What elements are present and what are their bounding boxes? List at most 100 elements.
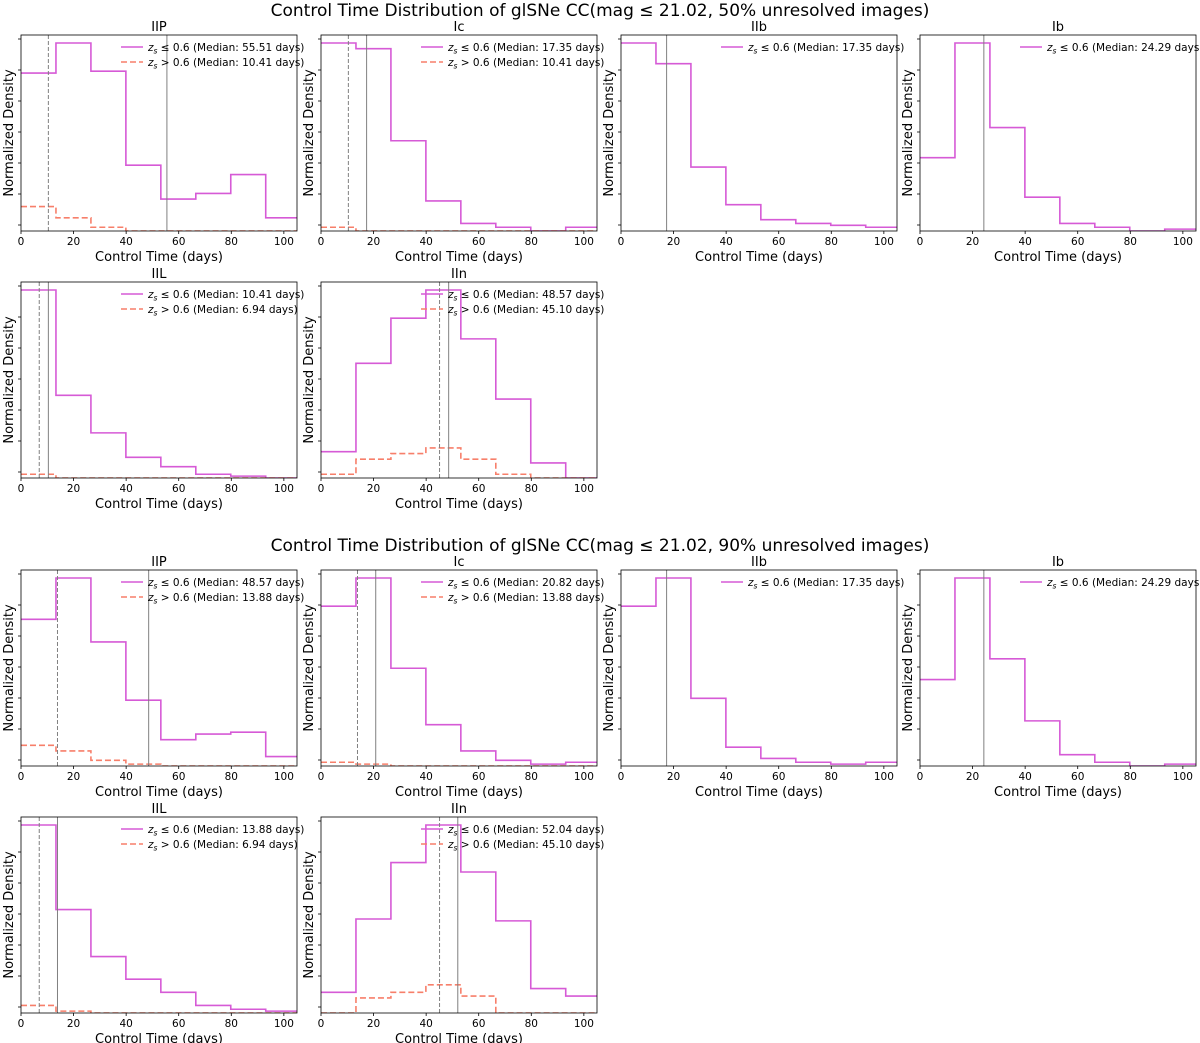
x-tick-label: 0 xyxy=(18,236,25,248)
y-axis-label: Normalized Density xyxy=(302,316,317,444)
plot-area xyxy=(321,35,597,231)
x-axis-label: Control Time (days) xyxy=(95,497,223,512)
plot-frame xyxy=(20,34,298,232)
x-tick-label: 0 xyxy=(318,236,325,248)
x-tick-label: 100 xyxy=(874,771,894,783)
x-tick-label: 0 xyxy=(18,771,25,783)
x-tick-label: 0 xyxy=(917,236,924,248)
hist-high-z xyxy=(21,205,297,231)
x-tick-label: 60 xyxy=(1071,236,1084,248)
x-tick-label: 100 xyxy=(1173,771,1193,783)
subplot-IIP-fig1: 0 20 40 60 80 100 IIP Control Time (days) Normal… xyxy=(2,555,304,800)
x-tick-label: 80 xyxy=(525,771,538,783)
subplot-IIL-fig0: 0 20 40 60 80 100 IIL Control Time (days) Normal… xyxy=(2,267,304,512)
plot-frame xyxy=(919,569,1197,767)
plot-frame xyxy=(320,281,598,479)
hist-low-z xyxy=(621,42,897,229)
x-tick-label: 20 xyxy=(67,483,80,495)
x-axis-label: Control Time (days) xyxy=(395,785,523,800)
hist-low-z xyxy=(21,42,297,219)
subplot-IIn-fig0: 0 20 40 60 80 100 IIn Control Time (days) Normal… xyxy=(302,267,604,512)
hist-low-z xyxy=(21,824,297,1012)
x-tick-label: 100 xyxy=(274,483,294,495)
x-axis-label: Control Time (days) xyxy=(95,1032,223,1043)
subplot-title: IIb xyxy=(751,20,767,35)
legend-label: zs > 0.6 (Median: 6.94 days) xyxy=(147,304,298,318)
legend-label: zs ≤ 0.6 (Median: 52.04 days) xyxy=(447,824,604,838)
x-tick-label: 100 xyxy=(1173,236,1193,248)
x-tick-label: 0 xyxy=(318,1018,325,1030)
subplot-title: IIL xyxy=(152,802,168,817)
plot-frame xyxy=(320,34,598,232)
plot-frame xyxy=(620,569,898,767)
y-axis-label: Normalized Density xyxy=(901,604,916,732)
x-tick-label: 80 xyxy=(225,236,238,248)
subplot-Ic-fig0: 0 20 40 60 80 100 Ic Control Time (days) Normali… xyxy=(302,20,604,265)
legend-label: zs ≤ 0.6 (Median: 17.35 days) xyxy=(447,42,604,56)
x-tick-label: 20 xyxy=(667,236,680,248)
legend-label: zs ≤ 0.6 (Median: 48.57 days) xyxy=(447,289,604,303)
x-tick-label: 80 xyxy=(525,1018,538,1030)
x-tick-label: 100 xyxy=(274,236,294,248)
y-axis-label: Normalized Density xyxy=(901,69,916,197)
plot-frame xyxy=(20,281,298,479)
subplot-title: Ib xyxy=(1052,555,1064,570)
x-axis-label: Control Time (days) xyxy=(695,250,823,265)
y-axis-label: Normalized Density xyxy=(302,69,317,197)
x-tick-label: 80 xyxy=(1124,236,1137,248)
x-tick-label: 0 xyxy=(318,483,325,495)
x-tick-label: 80 xyxy=(1124,771,1137,783)
hist-low-z xyxy=(321,42,597,231)
legend-label: zs ≤ 0.6 (Median: 24.29 days) xyxy=(1046,42,1200,56)
hist-low-z xyxy=(920,577,1196,766)
x-axis-label: Control Time (days) xyxy=(994,785,1122,800)
x-tick-label: 60 xyxy=(772,771,785,783)
x-tick-label: 80 xyxy=(525,236,538,248)
plot-area xyxy=(321,282,597,478)
x-tick-label: 60 xyxy=(472,1018,485,1030)
legend-label: zs ≤ 0.6 (Median: 20.82 days) xyxy=(447,577,604,591)
plot-area xyxy=(21,282,297,478)
x-axis-label: Control Time (days) xyxy=(395,250,523,265)
x-axis-label: Control Time (days) xyxy=(994,250,1122,265)
legend-label: zs ≤ 0.6 (Median: 17.35 days) xyxy=(747,42,904,56)
hist-low-z xyxy=(621,577,897,765)
hist-high-z xyxy=(21,473,297,478)
subplot-Ib-fig0: 0 20 40 60 80 100 Ib Control Time (days) Normali… xyxy=(901,20,1200,265)
y-axis-label: Normalized Density xyxy=(302,604,317,732)
legend-label: zs ≤ 0.6 (Median: 48.57 days) xyxy=(147,577,304,591)
x-tick-label: 0 xyxy=(917,771,924,783)
y-axis-label: Normalized Density xyxy=(2,851,17,979)
subplot-Ic-fig1: 0 20 40 60 80 100 Ic Control Time (days) Normali… xyxy=(302,555,604,800)
x-tick-label: 60 xyxy=(772,236,785,248)
figure-title-50: Control Time Distribution of glSNe CC(ma… xyxy=(270,1,930,21)
x-tick-label: 20 xyxy=(367,1018,380,1030)
x-axis-label: Control Time (days) xyxy=(395,497,523,512)
hist-low-z xyxy=(920,42,1196,231)
subplot-title: Ic xyxy=(454,20,465,35)
x-tick-label: 80 xyxy=(225,483,238,495)
x-tick-label: 40 xyxy=(119,771,132,783)
hist-high-z xyxy=(321,226,597,231)
plot-area xyxy=(621,570,897,766)
x-tick-label: 100 xyxy=(574,483,594,495)
plot-frame xyxy=(620,34,898,232)
x-tick-label: 20 xyxy=(67,771,80,783)
y-axis-label: Normalized Density xyxy=(2,69,17,197)
legend-label: zs > 0.6 (Median: 13.88 days) xyxy=(147,592,304,606)
y-axis-label: Normalized Density xyxy=(602,69,617,197)
y-axis-label: Normalized Density xyxy=(2,604,17,732)
subplot-IIn-fig1: 0 20 40 60 80 100 IIn Control Time (days) Normal… xyxy=(302,802,604,1043)
legend-label: zs ≤ 0.6 (Median: 13.88 days) xyxy=(147,824,304,838)
plot-frame xyxy=(320,569,598,767)
x-tick-label: 60 xyxy=(472,771,485,783)
y-axis-label: Normalized Density xyxy=(602,604,617,732)
x-tick-label: 20 xyxy=(966,771,979,783)
x-tick-label: 40 xyxy=(1018,236,1031,248)
legend-label: zs > 0.6 (Median: 45.10 days) xyxy=(447,304,604,318)
x-tick-label: 60 xyxy=(172,483,185,495)
subplot-IIb-fig0: 0 20 40 60 80 100 IIb Control Time (days) Normal… xyxy=(602,20,904,265)
legend-label: zs ≤ 0.6 (Median: 17.35 days) xyxy=(747,577,904,591)
x-tick-label: 40 xyxy=(119,236,132,248)
